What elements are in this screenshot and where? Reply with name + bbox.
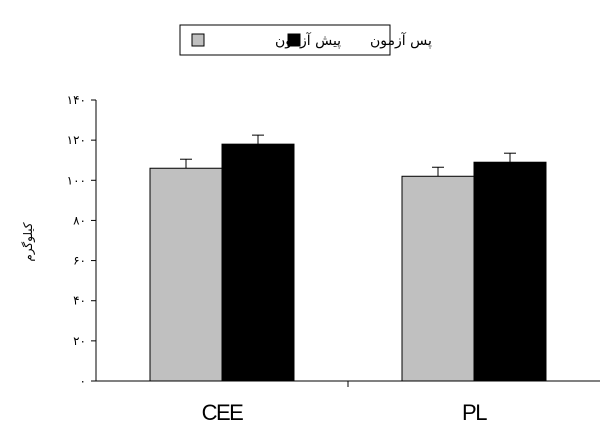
legend-frame [179, 24, 391, 56]
legend-swatch-pretest [191, 33, 205, 47]
bar-cee-series-0 [149, 167, 223, 382]
y-tick-label: ۱۰۰ [67, 173, 86, 187]
bar-pl-series-1 [473, 161, 547, 382]
category-labels: CEE PL [202, 400, 489, 425]
y-tick-label: ۱۲۰ [67, 133, 86, 147]
category-label-cee: CEE [202, 400, 244, 425]
bar-cee-series-1 [221, 143, 295, 382]
legend: پیش آزمون پس آزمون [179, 24, 432, 56]
y-tick-label: ۲۰ [73, 334, 86, 348]
legend-swatch-posttest [287, 33, 301, 47]
category-label-pl: PL [462, 400, 487, 425]
y-tick-label: ۸۰ [73, 213, 86, 227]
y-ticks: ۰ ۲۰ ۴۰ ۶۰ ۸۰ ۱۰۰ ۱۲۰ ۱۴۰ [67, 93, 96, 388]
bars [149, 134, 547, 382]
y-tick-label: ۱۴۰ [67, 93, 86, 107]
y-axis-label: کیلوگرم [21, 222, 36, 262]
y-tick-label: ۰ [80, 374, 86, 388]
bar-pl-series-0 [401, 175, 475, 382]
y-tick-label: ۴۰ [73, 294, 86, 308]
legend-label-posttest: پس آزمون [370, 32, 432, 49]
y-tick-label: ۶۰ [73, 254, 86, 268]
legend-label-pretest: پیش آزمون [275, 32, 341, 49]
